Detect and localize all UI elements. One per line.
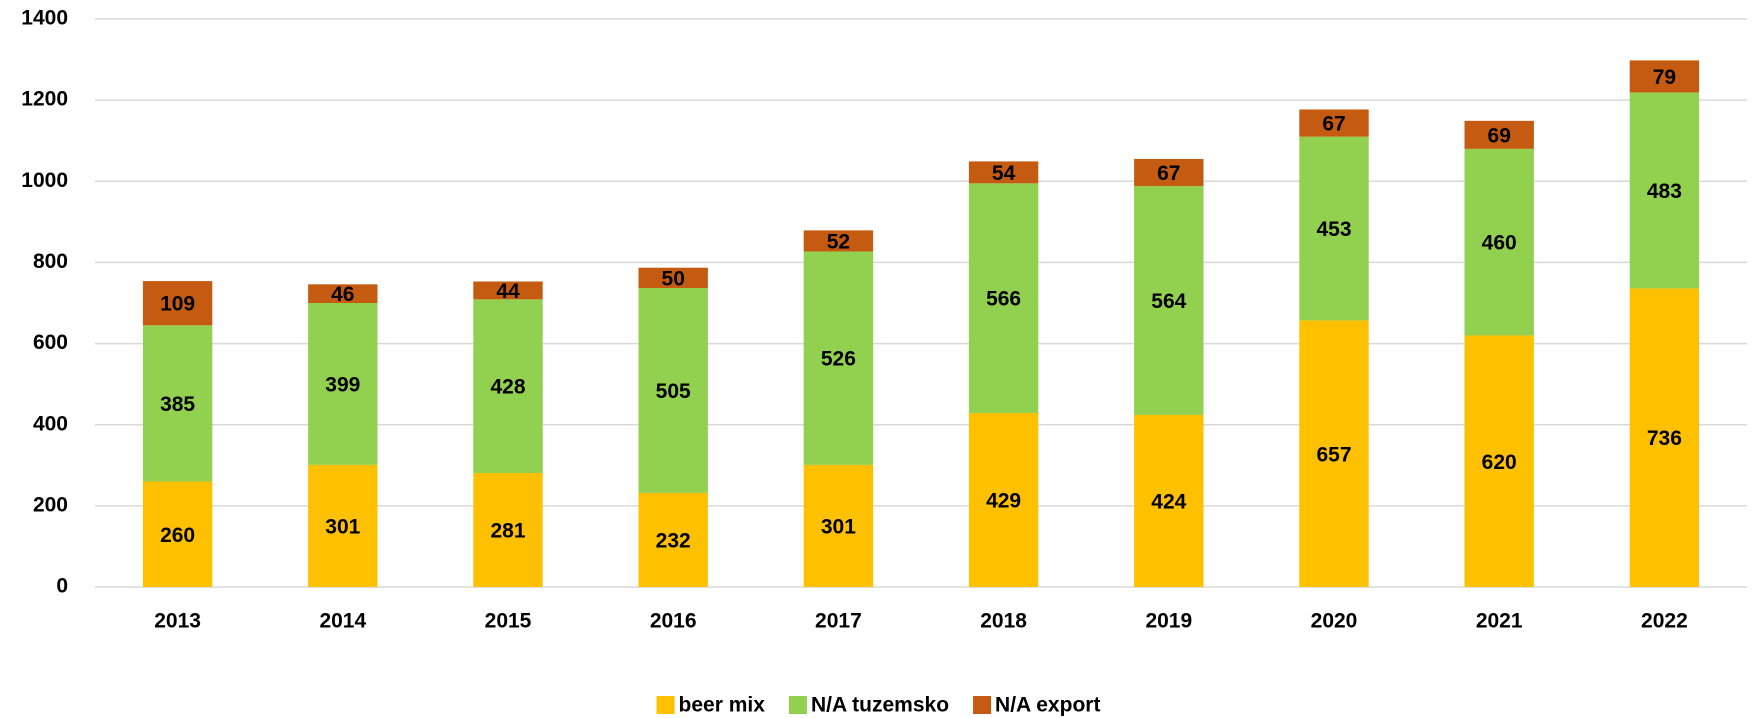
bar-segment [308, 284, 378, 303]
bar-segment [968, 161, 1039, 184]
bar-segment [142, 325, 213, 482]
bar-segment [1629, 92, 1700, 289]
bar-segment [968, 183, 1039, 413]
y-tick-label: 600 [33, 331, 68, 354]
bar-segment [638, 267, 708, 288]
y-tick-label: 200 [33, 493, 68, 516]
data-label: 109 [160, 293, 195, 316]
x-tick-label: 2019 [1145, 610, 1192, 633]
data-label: 52 [827, 230, 850, 253]
y-tick-label: 1200 [21, 88, 68, 111]
x-tick-label: 2013 [154, 610, 201, 633]
bar-segment [1629, 60, 1700, 93]
bar-segment [968, 412, 1039, 587]
data-label: 460 [1482, 232, 1517, 255]
data-label: 301 [821, 515, 856, 538]
data-label: 260 [160, 524, 195, 547]
bar-segment [803, 230, 874, 252]
data-label: 50 [662, 267, 685, 290]
x-tick-label: 2014 [319, 610, 366, 633]
x-tick-label: 2018 [980, 610, 1027, 633]
bar-segment [142, 481, 213, 587]
y-tick-label: 800 [33, 250, 68, 273]
bar-segment [638, 492, 708, 587]
legend-swatch [656, 696, 675, 714]
data-label: 67 [1322, 113, 1345, 136]
y-tick-label: 400 [33, 412, 68, 435]
bar-segment [638, 287, 708, 493]
x-tick-label: 2022 [1641, 610, 1688, 633]
bar-segment [1299, 109, 1369, 137]
bar-segment [1134, 414, 1204, 587]
bar-segment [308, 303, 378, 465]
legend-swatch [973, 696, 992, 714]
data-label: 566 [986, 288, 1021, 311]
bar-segment [142, 281, 213, 326]
data-label: 67 [1157, 162, 1180, 185]
bar-segment [1629, 288, 1700, 587]
y-tick-label: 1400 [21, 7, 68, 30]
data-label: 657 [1316, 443, 1351, 466]
data-label: 301 [325, 515, 360, 538]
data-label: 483 [1647, 180, 1682, 203]
data-label: 564 [1151, 290, 1186, 313]
x-tick-label: 2015 [485, 610, 532, 633]
data-label: 505 [656, 380, 691, 403]
data-label: 736 [1647, 427, 1682, 450]
data-label: 385 [160, 393, 195, 416]
legend-label: beer mix [679, 694, 766, 717]
data-label: 526 [821, 348, 856, 371]
data-label: 54 [992, 162, 1016, 185]
data-label: 424 [1151, 491, 1186, 514]
data-label: 429 [986, 490, 1021, 513]
bar-segment [473, 299, 543, 473]
bar-segment [473, 472, 543, 587]
bar-segment [803, 464, 874, 587]
legend-label: N/A tuzemsko [811, 694, 949, 717]
data-label: 281 [490, 520, 525, 543]
bar-segment [1464, 120, 1534, 149]
data-label: 453 [1316, 218, 1351, 241]
bar-segment [1134, 158, 1204, 187]
legend-label: N/A export [995, 694, 1100, 717]
bar-segment [1464, 335, 1534, 587]
bar-segment [473, 281, 543, 300]
bar-segment [1299, 136, 1369, 321]
x-tick-label: 2016 [650, 610, 697, 633]
x-tick-label: 2021 [1476, 610, 1523, 633]
data-label: 44 [496, 280, 520, 303]
data-label: 232 [656, 529, 691, 552]
bar-segment [1299, 320, 1369, 587]
bar-segment [308, 464, 378, 587]
data-label: 69 [1488, 124, 1511, 147]
data-label: 399 [325, 373, 360, 396]
data-label: 46 [331, 283, 354, 306]
y-tick-label: 1000 [21, 169, 68, 192]
bar-segment [1134, 186, 1204, 415]
x-tick-label: 2020 [1311, 610, 1358, 633]
data-label: 428 [490, 376, 525, 399]
bar-segment [1464, 148, 1534, 336]
data-label: 79 [1653, 66, 1676, 89]
bar-segment [803, 251, 874, 465]
x-tick-label: 2017 [815, 610, 862, 633]
data-label: 620 [1482, 451, 1517, 474]
y-tick-label: 0 [56, 575, 68, 598]
legend-swatch [788, 696, 807, 714]
